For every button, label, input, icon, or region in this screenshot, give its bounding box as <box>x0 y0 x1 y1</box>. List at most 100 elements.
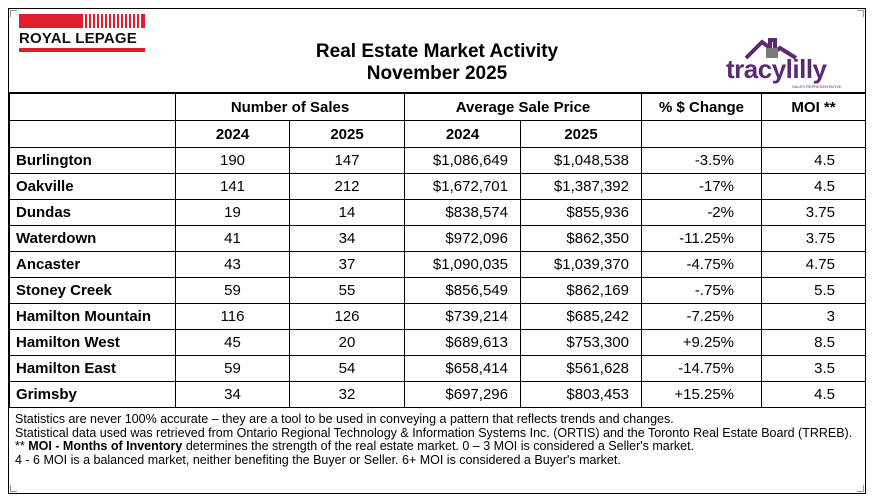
price-2025-cell: $803,453 <box>520 381 642 408</box>
price-2025-cell: $855,936 <box>520 199 642 226</box>
tracylilly-logo: tracylilly SALES REPRESENTATIVE <box>724 34 854 92</box>
house-roof-icon <box>744 38 798 60</box>
price-2024-cell: $972,096 <box>404 225 521 252</box>
area-name: Waterdown <box>9 225 176 252</box>
title-line-2: November 2025 <box>366 63 508 84</box>
area-name: Hamilton Mountain <box>9 303 176 330</box>
percent-change-cell: -7.25% <box>641 303 762 330</box>
percent-change-cell: -.75% <box>641 277 762 304</box>
sales-2025-cell: 212 <box>289 173 405 200</box>
percent-change-cell: +15.25% <box>641 381 762 408</box>
sales-2024-cell: 43 <box>175 251 290 278</box>
note-source: Statistical data used was retrieved from… <box>15 425 853 440</box>
document-frame <box>8 8 866 494</box>
moi-cell: 3 <box>761 303 866 330</box>
price-2025-cell: $862,169 <box>520 277 642 304</box>
price-2024-cell: $739,214 <box>404 303 521 330</box>
sales-2025-cell: 147 <box>289 147 405 174</box>
sales-2025-cell: 34 <box>289 225 405 252</box>
table-row: Oakville 141 212 $1,672,701 $1,387,392 -17% 4.… <box>9 173 866 200</box>
empty-header-cell <box>761 120 866 148</box>
sales-2025-cell: 32 <box>289 381 405 408</box>
price-2024-cell: $1,672,701 <box>404 173 521 200</box>
note-moi-ranges: 4 - 6 MOI is a balanced market, neither … <box>15 452 621 467</box>
sales-2025-cell: 37 <box>289 251 405 278</box>
moi-cell: 4.5 <box>761 147 866 174</box>
corner-mark <box>857 10 864 17</box>
table-row: Dundas 19 14 $838,574 $855,936 -2% 3.75 <box>9 199 866 226</box>
sales-2024-cell: 34 <box>175 381 290 408</box>
sales-2025-cell: 14 <box>289 199 405 226</box>
sales-2024-cell: 45 <box>175 329 290 356</box>
group-header-row: Number of Sales Average Sale Price % $ C… <box>9 93 866 121</box>
price-2025-cell: $753,300 <box>520 329 642 356</box>
table-row: Hamilton West 45 20 $689,613 $753,300 +9.25% 8… <box>9 329 866 356</box>
moi-cell: 4.5 <box>761 381 866 408</box>
royal-lepage-wordmark: ROYAL LEPAGE <box>19 30 137 47</box>
header-price-2025: 2025 <box>520 120 642 148</box>
price-2024-cell: $838,574 <box>404 199 521 226</box>
price-2025-cell: $1,039,370 <box>520 251 642 278</box>
percent-change-cell: -3.5% <box>641 147 762 174</box>
sales-2024-cell: 59 <box>175 355 290 382</box>
corner-mark <box>857 485 864 492</box>
note-accuracy: Statistics are never 100% accurate – the… <box>15 412 674 426</box>
note-moi-definition: ** MOI - Months of Inventory determines … <box>15 439 695 453</box>
royal-lepage-logo: ROYAL LEPAGE <box>19 14 149 52</box>
sales-2024-cell: 190 <box>175 147 290 174</box>
price-2024-cell: $1,090,035 <box>404 251 521 278</box>
header-percent-change: % $ Change <box>641 93 762 121</box>
moi-cell: 3.5 <box>761 355 866 382</box>
sales-2024-cell: 41 <box>175 225 290 252</box>
tracylilly-subtitle: SALES REPRESENTATIVE <box>792 84 842 89</box>
sales-2025-cell: 126 <box>289 303 405 330</box>
area-name: Grimsby <box>9 381 176 408</box>
sales-2025-cell: 55 <box>289 277 405 304</box>
report-title: Real Estate Market Activity November 202… <box>9 41 865 85</box>
moi-cell: 8.5 <box>761 329 866 356</box>
price-2024-cell: $1,086,649 <box>404 147 521 174</box>
table-row: Ancaster 43 37 $1,090,035 $1,039,370 -4.75% 4.… <box>9 251 866 278</box>
empty-header-cell <box>9 120 176 148</box>
area-name: Hamilton East <box>9 355 176 382</box>
corner-mark <box>10 485 17 492</box>
year-header-row: 2024 2025 2024 2025 <box>9 120 866 148</box>
report-header: ROYAL LEPAGE Real Estate Market Activity… <box>9 9 865 93</box>
table-row: Grimsby 34 32 $697,296 $803,453 +15.25% 4.5 <box>9 381 866 408</box>
price-2024-cell: $856,549 <box>404 277 521 304</box>
percent-change-cell: -14.75% <box>641 355 762 382</box>
area-name: Oakville <box>9 173 176 200</box>
area-name: Stoney Creek <box>9 277 176 304</box>
percent-change-cell: -4.75% <box>641 251 762 278</box>
header-number-of-sales: Number of Sales <box>175 93 405 121</box>
empty-header-cell <box>9 93 176 121</box>
moi-cell: 3.75 <box>761 199 866 226</box>
moi-cell: 5.5 <box>761 277 866 304</box>
header-price-2024: 2024 <box>404 120 521 148</box>
price-2025-cell: $685,242 <box>520 303 642 330</box>
area-name: Ancaster <box>9 251 176 278</box>
sales-2025-cell: 20 <box>289 329 405 356</box>
area-name: Hamilton West <box>9 329 176 356</box>
tracylilly-wordmark: tracylilly <box>726 54 827 84</box>
area-name: Dundas <box>9 199 176 226</box>
moi-cell: 3.75 <box>761 225 866 252</box>
sales-2024-cell: 19 <box>175 199 290 226</box>
sales-2024-cell: 116 <box>175 303 290 330</box>
percent-change-cell: -11.25% <box>641 225 762 252</box>
moi-cell: 4.75 <box>761 251 866 278</box>
table-row: Hamilton East 59 54 $658,414 $561,628 -14.75%… <box>9 355 866 382</box>
price-2024-cell: $697,296 <box>404 381 521 408</box>
price-2024-cell: $658,414 <box>404 355 521 382</box>
logo-red-bar <box>19 14 145 28</box>
table-row: Waterdown 41 34 $972,096 $862,350 -11.25% 3.75 <box>9 225 866 252</box>
price-2025-cell: $1,048,538 <box>520 147 642 174</box>
sales-2024-cell: 59 <box>175 277 290 304</box>
header-sales-2024: 2024 <box>175 120 290 148</box>
table-row: Stoney Creek 59 55 $856,549 $862,169 -.75% 5.5 <box>9 277 866 304</box>
empty-header-cell <box>641 120 762 148</box>
header-average-sale-price: Average Sale Price <box>404 93 642 121</box>
market-activity-table: Number of Sales Average Sale Price % $ C… <box>9 93 866 408</box>
title-line-1: Real Estate Market Activity <box>315 41 559 62</box>
header-sales-2025: 2025 <box>289 120 405 148</box>
